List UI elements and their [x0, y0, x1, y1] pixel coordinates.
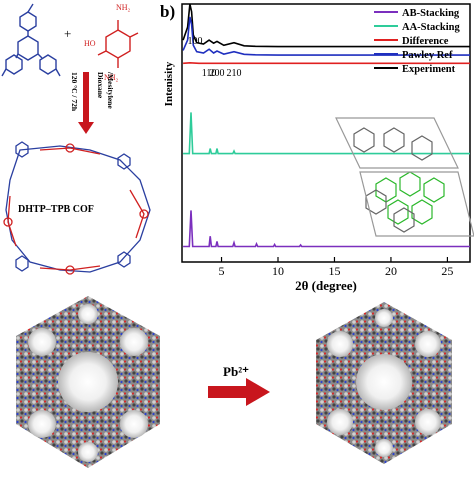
panel-label-b: b)	[160, 2, 176, 21]
metal-ion-label: Pb²⁺	[223, 364, 249, 379]
x-tick-label: 10	[272, 264, 284, 278]
x-axis-label: 2θ (degree)	[295, 278, 357, 293]
x-tick-label: 15	[328, 264, 340, 278]
dhtp-structure	[97, 20, 139, 68]
legend-label-experiment: Experiment	[402, 64, 456, 75]
amide-label-bottom: NH₂	[104, 73, 119, 82]
peak-label-200: 200	[210, 68, 225, 79]
pxrd-chart: 5 10 15 20 25 100 110 200 210 AB-	[160, 0, 474, 296]
legend-label-difference: Difference	[402, 36, 449, 47]
framework-images-row: Pb²⁺	[0, 296, 474, 474]
framework-images-svg: Pb²⁺	[16, 296, 452, 468]
adsorption-arrow-head	[246, 378, 270, 406]
series-line-aa-stacking	[183, 112, 470, 155]
legend-label-aa-stacking: AA-Stacking	[402, 22, 461, 33]
legend-label-pawley-ref: Pawley Ref	[402, 50, 453, 61]
cof-network-structure	[3, 141, 151, 275]
peak-label-100: 100	[188, 36, 203, 47]
reaction-arrow-head	[78, 122, 94, 134]
framework-pb-loaded	[316, 302, 452, 464]
chart-legend: AB-Stacking AA-Stacking Difference Pawley R…	[374, 8, 461, 75]
peak-label-210: 210	[226, 68, 241, 79]
conditions-temp: 120 °C / 72h	[70, 72, 79, 112]
amide-label-top: NH₂	[116, 3, 131, 12]
cof-name-label: DHTP–TPB COF	[18, 204, 94, 215]
y-axis-label: Intenisity	[163, 61, 175, 106]
reaction-scheme-svg: + NH₂ HO NH₂ 120 °C / 72h Dioxane /Mesit…	[1, 3, 151, 275]
series-line-pawley-ref	[182, 16, 470, 56]
x-tick-label: 20	[385, 264, 397, 278]
reaction-scheme-panel: + NH₂ HO NH₂ 120 °C / 72h Dioxane /Mesit…	[0, 0, 160, 296]
x-tick-label: 25	[441, 264, 453, 278]
series-line-difference	[183, 61, 470, 65]
plot-frame	[181, 3, 471, 263]
conditions-solvent-2: /Mesitylene	[106, 71, 115, 109]
tpb-aldehyde-structure	[1, 3, 61, 77]
series-line-ab-stacking	[183, 210, 470, 248]
peak-label-110: 110	[202, 68, 217, 79]
hydroxyl-label: HO	[84, 39, 96, 48]
adsorption-arrow-shaft	[208, 386, 246, 398]
structure-inset	[335, 117, 474, 237]
plus-sign: +	[64, 26, 71, 41]
framework-pristine	[16, 296, 160, 468]
series-line-experiment	[182, 3, 470, 48]
conditions-solvent-1: Dioxane	[96, 72, 105, 99]
legend-label-ab-stacking: AB-Stacking	[402, 8, 460, 19]
x-tick-label: 5	[219, 264, 225, 278]
